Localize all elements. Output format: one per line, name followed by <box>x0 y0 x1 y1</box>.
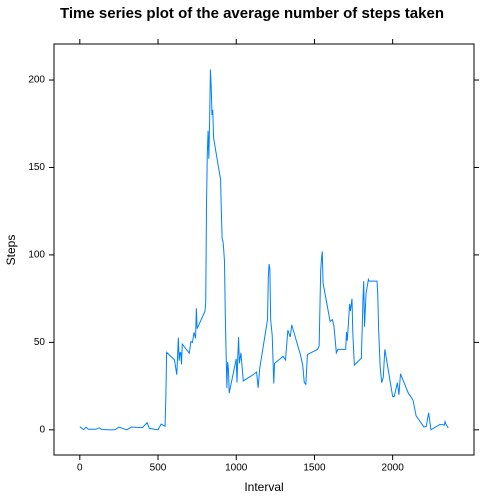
x-tick-label: 1500 <box>303 463 326 474</box>
x-axis-title: Interval <box>244 480 283 494</box>
y-tick-label: 100 <box>28 250 45 261</box>
y-tick-label: 0 <box>39 424 45 435</box>
data-line <box>79 69 449 431</box>
chart-title: Time series plot of the average number o… <box>60 5 444 22</box>
x-tick-label: 1000 <box>225 463 248 474</box>
y-axis-title: Steps <box>4 235 18 266</box>
y-tick-label: 150 <box>28 162 45 173</box>
y-tick-label: 200 <box>28 75 45 86</box>
panel-border <box>53 43 475 456</box>
x-tick-label: 0 <box>77 463 83 474</box>
x-tick-label: 2000 <box>382 463 405 474</box>
y-tick-label: 50 <box>34 337 46 348</box>
x-tick-label: 500 <box>150 463 167 474</box>
